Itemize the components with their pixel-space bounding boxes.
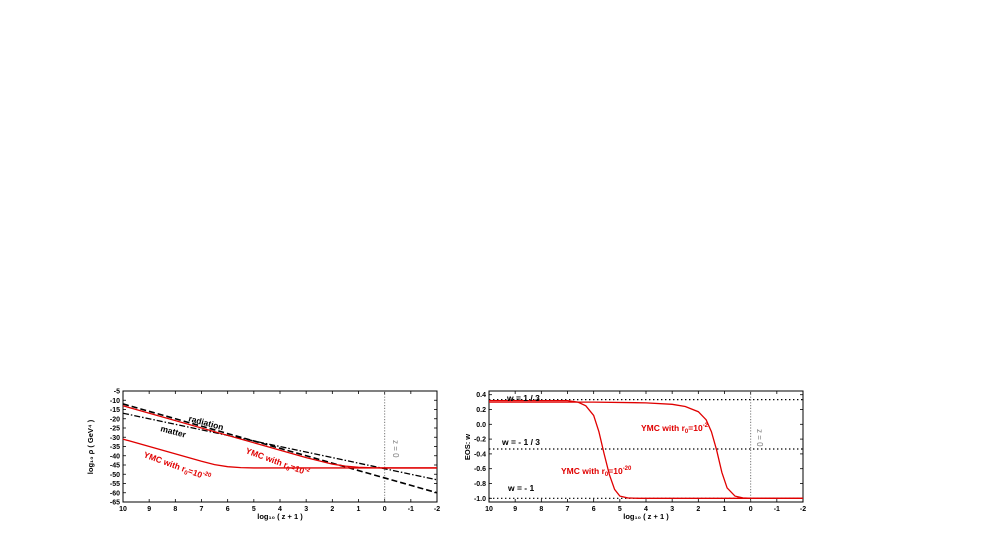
- series-left: [122, 403, 438, 494]
- x-tick-label: 2: [330, 506, 334, 513]
- series-line-0: [489, 401, 803, 499]
- vline-label-right: z = 0: [755, 429, 764, 447]
- series-right: [489, 399, 803, 499]
- y-tick-label: -1.0: [474, 496, 486, 503]
- x-tick-label: 8: [539, 506, 543, 513]
- x-tick-label: -2: [434, 506, 440, 513]
- x-tick-label: -1: [774, 506, 780, 513]
- x-tick-label: 5: [252, 506, 256, 513]
- ymc-r2-label-right: YMC with r0=10-2: [641, 423, 709, 435]
- x-tick-label: 0: [383, 506, 387, 513]
- y-tick-label: -5: [114, 389, 120, 396]
- x-ticks-right: 10 9 8 7 6 5 4 3 2 1 0 -1 -2: [485, 391, 806, 513]
- energy-density-chart: 10 9 8 7 6 5 4 3 2 1 0 -1 -2 -5-10-15-20-25-30-35-40…: [86, 389, 440, 522]
- series-line-3: [122, 438, 437, 469]
- y-tick-label: 0.4: [476, 392, 486, 399]
- x-ticks-left: 10 9 8 7 6 5 4 3 2 1 0 -1 -2: [119, 391, 440, 513]
- y-tick-label: -60: [110, 490, 120, 497]
- y-tick-label: -0.6: [474, 466, 486, 473]
- y-ticks-left: -5 -10 -15 -20 -25 -30 -35 -40 -45 -50 -55 -60 -65: [110, 389, 437, 507]
- y-tick-label: -35: [110, 444, 120, 451]
- y-tick-label: -30: [110, 435, 120, 442]
- series-line-0: [122, 403, 438, 494]
- x-tick-label: 7: [200, 506, 204, 513]
- y-ticks-right: 0.4 0.2 0.0 -0.2 -0.4 -0.6 -0.8 -1.0: [474, 392, 803, 503]
- x-axis-label-right: log₁₀ ( z + 1 ): [623, 512, 669, 521]
- x-tick-label: 9: [513, 506, 517, 513]
- y-tick-label: -45: [110, 463, 120, 470]
- x-axis-label-left: log₁₀ ( z + 1 ): [257, 512, 303, 521]
- x-tick-label: -1: [408, 506, 414, 513]
- eos-chart: 10 9 8 7 6 5 4 3 2 1 0 -1 -2 0.40.20.0-0.2-0.4-0.6-0…: [463, 390, 806, 521]
- x-tick-label: 4: [644, 506, 648, 513]
- y-tick-label: -40: [110, 453, 120, 460]
- y-tick-label: -0.2: [474, 437, 486, 444]
- x-tick-label: 4: [278, 506, 282, 513]
- series-line-1: [122, 412, 438, 481]
- y-axis-label-left: log₁₀ ρ ( GeV⁴ ): [86, 419, 95, 474]
- ymc-r2-label-left: YMC with r0=10-2: [244, 445, 312, 479]
- plot-frame-left: [122, 390, 438, 503]
- x-tick-label: 10: [119, 506, 127, 513]
- y-tick-label: -0.4: [474, 451, 486, 458]
- y-tick-label: -15: [110, 407, 120, 414]
- x-tick-label: -2: [800, 506, 806, 513]
- reference-lines-right: [489, 399, 803, 499]
- x-tick-label: 0: [749, 506, 753, 513]
- hline-label-minus-third: w = - 1 / 3: [501, 437, 540, 447]
- hline-label-minus-one: w = - 1: [507, 483, 534, 493]
- x-tick-label: 1: [723, 506, 727, 513]
- y-tick-label: -0.8: [474, 481, 486, 488]
- y-tick-label: -10: [110, 398, 120, 405]
- y-tick-label: -25: [110, 426, 120, 433]
- y-tick-label: 0.0: [476, 422, 486, 429]
- x-tick-label: 2: [696, 506, 700, 513]
- x-tick-label: 10: [485, 506, 493, 513]
- x-tick-label: 1: [357, 506, 361, 513]
- ymc-r20-label-right: YMC with r0=10-20: [561, 466, 632, 478]
- x-tick-label: 3: [304, 506, 308, 513]
- y-tick-label: -55: [110, 481, 120, 488]
- vline-label-left: z = 0: [391, 440, 400, 458]
- x-tick-label: 5: [618, 506, 622, 513]
- y-axis-label-right: EOS: w: [463, 434, 472, 460]
- x-tick-label: 8: [173, 506, 177, 513]
- y-tick-label: -65: [110, 500, 120, 507]
- x-tick-label: 6: [592, 506, 596, 513]
- x-tick-label: 7: [566, 506, 570, 513]
- y-tick-label: -20: [110, 416, 120, 423]
- x-tick-label: 9: [147, 506, 151, 513]
- x-tick-label: 6: [226, 506, 230, 513]
- y-tick-label: 0.2: [476, 407, 486, 414]
- series-line-1: [489, 399, 803, 499]
- x-tick-label: 3: [670, 506, 674, 513]
- y-tick-label: -50: [110, 472, 120, 479]
- hline-label-third: w = 1 / 3: [506, 393, 540, 403]
